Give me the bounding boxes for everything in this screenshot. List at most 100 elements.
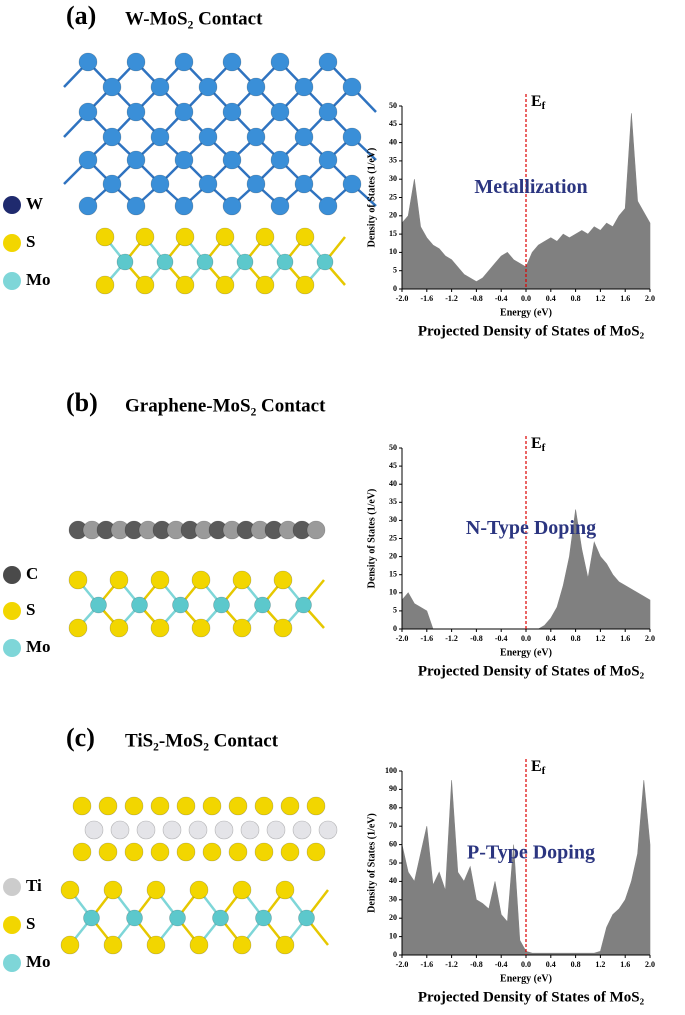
annotation: P-Type Doping xyxy=(467,841,595,863)
y-tick-label: 5 xyxy=(393,266,397,275)
atom xyxy=(255,275,275,295)
y-tick-label: 25 xyxy=(389,192,397,201)
x-tick-label: 0.8 xyxy=(571,294,581,303)
atom xyxy=(213,596,230,614)
panel-label: (b) xyxy=(66,388,98,417)
atom xyxy=(126,52,146,72)
atom xyxy=(174,150,194,170)
atom xyxy=(98,796,118,816)
atom xyxy=(176,796,196,816)
atom xyxy=(232,880,252,900)
atom xyxy=(103,880,123,900)
atom xyxy=(254,842,274,862)
atom xyxy=(60,880,80,900)
panel-title: Graphene-MoS₂ Contact xyxy=(125,395,326,416)
atom xyxy=(318,102,338,122)
atom xyxy=(222,52,242,72)
x-tick-label: 0.0 xyxy=(521,960,531,969)
atom xyxy=(295,275,315,295)
x-tick-label: -1.2 xyxy=(445,294,458,303)
legend-swatch xyxy=(3,954,21,972)
atom xyxy=(90,596,107,614)
x-tick-label: -0.4 xyxy=(495,294,508,303)
x-tick-label: -0.8 xyxy=(470,634,483,643)
y-tick-label: 20 xyxy=(389,551,397,560)
y-tick-label: 45 xyxy=(389,461,397,470)
atom xyxy=(198,77,218,97)
y-tick-label: 50 xyxy=(389,101,397,110)
x-tick-label: -2.0 xyxy=(396,634,409,643)
atom xyxy=(174,52,194,72)
x-tick-label: 0.8 xyxy=(571,960,581,969)
atom xyxy=(191,570,211,590)
atom xyxy=(176,842,196,862)
atom xyxy=(116,253,134,271)
atom xyxy=(109,618,129,638)
atom xyxy=(146,880,166,900)
y-axis-label: Density of States (1/eV) xyxy=(366,489,377,589)
atom xyxy=(102,174,122,194)
atom xyxy=(222,102,242,122)
y-tick-label: 40 xyxy=(389,137,397,146)
atom xyxy=(318,150,338,170)
y-tick-label: 35 xyxy=(389,497,397,506)
y-tick-label: 25 xyxy=(389,533,397,542)
fermi-label: Ef xyxy=(531,93,546,112)
x-tick-label: -2.0 xyxy=(396,294,409,303)
atom xyxy=(254,796,274,816)
atom xyxy=(222,196,242,216)
atom xyxy=(95,275,115,295)
legend-swatch xyxy=(3,272,21,290)
atom xyxy=(202,796,222,816)
atom xyxy=(175,275,195,295)
atom xyxy=(103,935,123,955)
atom xyxy=(72,842,92,862)
legend-label: Mo xyxy=(26,270,51,289)
atom xyxy=(270,102,290,122)
y-tick-label: 0 xyxy=(393,624,397,633)
x-tick-label: 0.8 xyxy=(571,634,581,643)
y-tick-label: 50 xyxy=(389,443,397,452)
y-tick-label: 100 xyxy=(385,766,397,775)
atom xyxy=(275,935,295,955)
y-tick-label: 70 xyxy=(389,821,397,830)
y-tick-label: 40 xyxy=(389,876,397,885)
legend-swatch xyxy=(3,639,21,657)
atom xyxy=(232,618,252,638)
atom xyxy=(162,820,182,840)
atom xyxy=(214,820,234,840)
y-tick-label: 30 xyxy=(389,174,397,183)
caption: Projected Density of States of MoS₂ xyxy=(418,663,645,679)
atom xyxy=(84,820,104,840)
atom xyxy=(306,796,326,816)
atom xyxy=(175,227,195,247)
legend-label: S xyxy=(26,232,35,251)
atom xyxy=(246,127,266,147)
y-tick-label: 20 xyxy=(389,913,397,922)
fermi-label: Ef xyxy=(531,758,546,777)
atom xyxy=(174,102,194,122)
atom xyxy=(215,227,235,247)
atom xyxy=(150,842,170,862)
panel-title: W-MoS₂ Contact xyxy=(125,8,263,29)
atom xyxy=(68,618,88,638)
atom xyxy=(150,77,170,97)
atom xyxy=(191,618,211,638)
atom xyxy=(246,77,266,97)
atom xyxy=(294,127,314,147)
atom xyxy=(98,842,118,862)
atom xyxy=(135,227,155,247)
atom xyxy=(255,909,272,927)
atom xyxy=(228,842,248,862)
atom xyxy=(78,150,98,170)
atom xyxy=(306,520,326,540)
y-tick-label: 15 xyxy=(389,570,397,579)
atom xyxy=(273,618,293,638)
x-tick-label: 1.2 xyxy=(595,960,605,969)
legend-swatch xyxy=(3,196,21,214)
x-tick-label: -1.2 xyxy=(445,634,458,643)
legend-label: S xyxy=(26,914,35,933)
y-tick-label: 90 xyxy=(389,784,397,793)
atom xyxy=(189,880,209,900)
atom xyxy=(275,880,295,900)
